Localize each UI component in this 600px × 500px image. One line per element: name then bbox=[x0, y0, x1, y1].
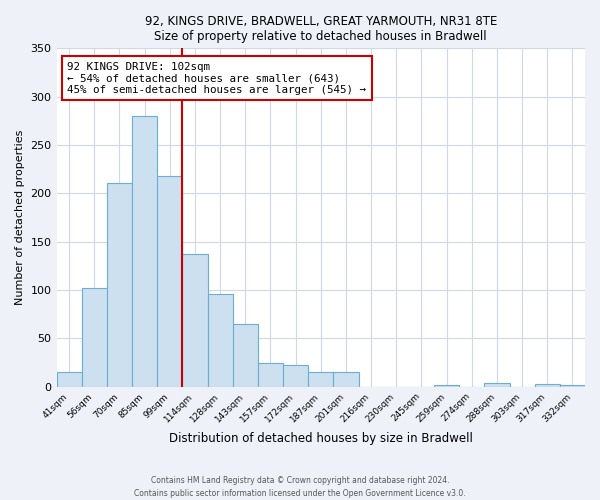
Bar bbox=[535, 384, 560, 386]
Bar bbox=[82, 288, 107, 386]
Bar bbox=[484, 383, 509, 386]
Text: Contains HM Land Registry data © Crown copyright and database right 2024.
Contai: Contains HM Land Registry data © Crown c… bbox=[134, 476, 466, 498]
Bar bbox=[157, 176, 182, 386]
Bar bbox=[182, 254, 208, 386]
Bar bbox=[434, 385, 459, 386]
Title: 92, KINGS DRIVE, BRADWELL, GREAT YARMOUTH, NR31 8TE
Size of property relative to: 92, KINGS DRIVE, BRADWELL, GREAT YARMOUT… bbox=[145, 15, 497, 43]
Bar bbox=[560, 385, 585, 386]
Bar bbox=[334, 372, 359, 386]
Bar bbox=[208, 294, 233, 386]
Y-axis label: Number of detached properties: Number of detached properties bbox=[15, 130, 25, 305]
Bar bbox=[308, 372, 334, 386]
Bar bbox=[283, 366, 308, 386]
Bar bbox=[107, 182, 132, 386]
X-axis label: Distribution of detached houses by size in Bradwell: Distribution of detached houses by size … bbox=[169, 432, 473, 445]
Bar bbox=[258, 362, 283, 386]
Text: 92 KINGS DRIVE: 102sqm
← 54% of detached houses are smaller (643)
45% of semi-de: 92 KINGS DRIVE: 102sqm ← 54% of detached… bbox=[67, 62, 366, 95]
Bar bbox=[233, 324, 258, 386]
Bar bbox=[56, 372, 82, 386]
Bar bbox=[132, 116, 157, 386]
